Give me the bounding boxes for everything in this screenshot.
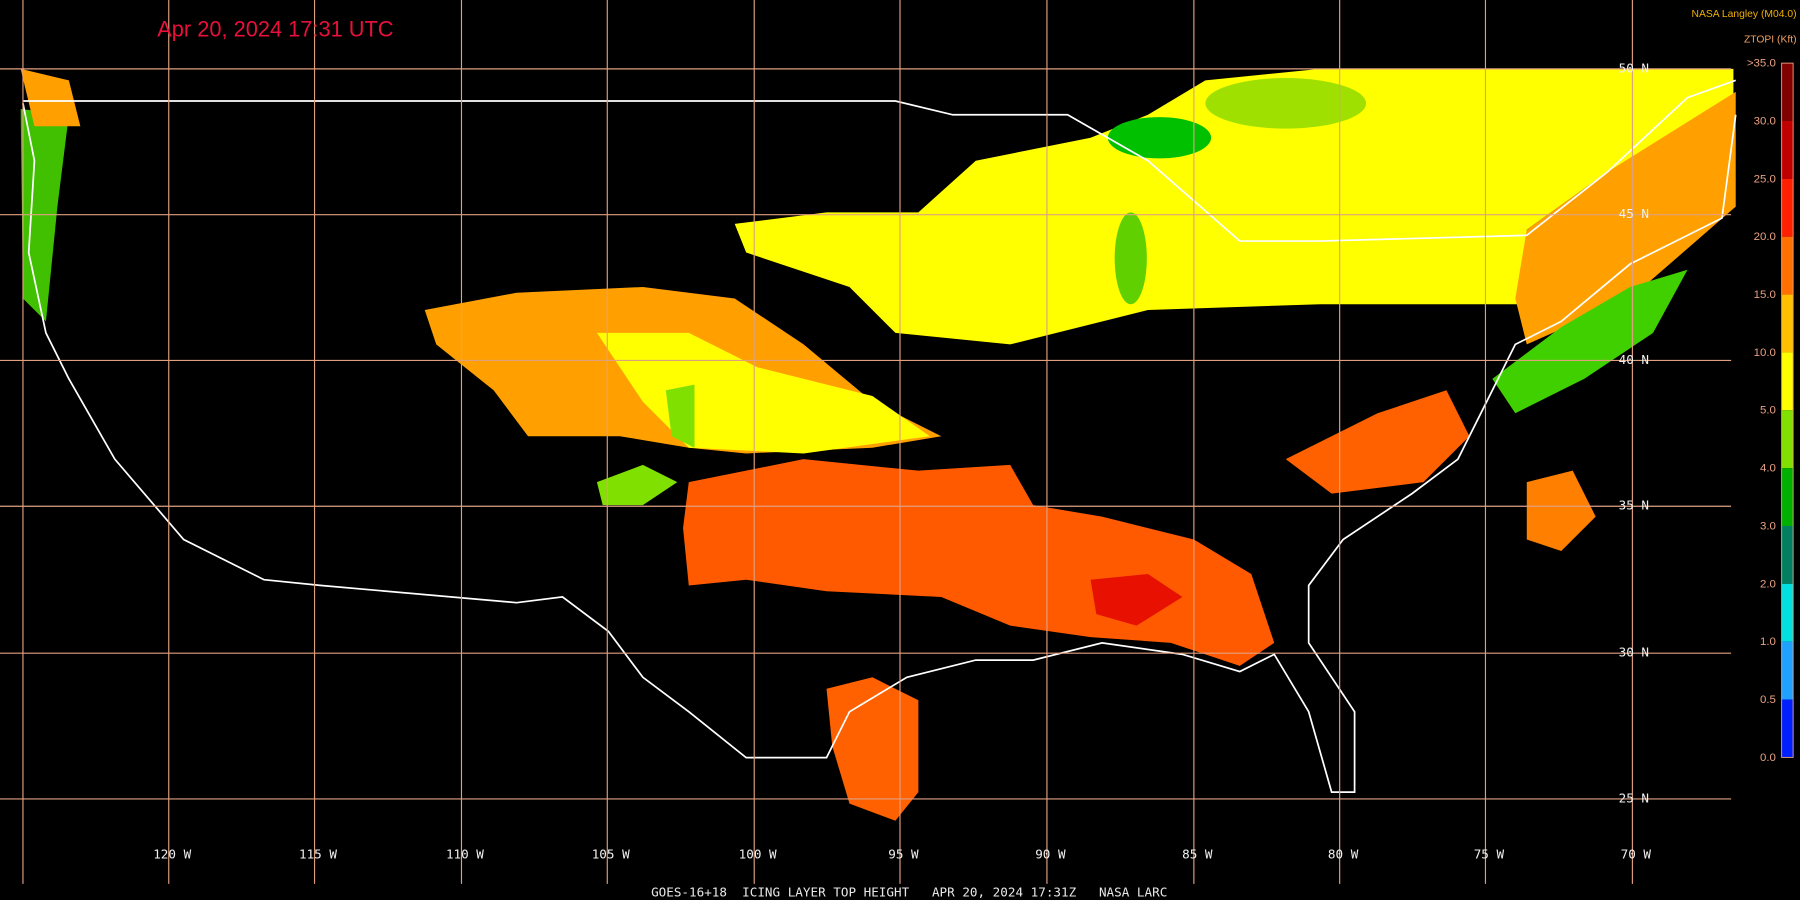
- longitude-label: 120 W: [153, 847, 191, 862]
- colorbar-label: 10.0: [1754, 347, 1776, 359]
- cloud-field: [1492, 269, 1688, 414]
- latitude-label: 25 N: [1619, 790, 1649, 805]
- coastline: [22, 79, 1737, 242]
- longitude-label: 95 W: [888, 847, 919, 862]
- colorbar: >35.0 30.0 25.0 20.0 15.0 10.0 5.0 4.0 3.0 2.0 1.0…: [1747, 58, 1794, 764]
- cloud-field: [1107, 117, 1212, 159]
- colorbar-label: 0.0: [1760, 752, 1776, 764]
- cloud-field: [596, 464, 678, 506]
- colorbar-label: >35.0: [1747, 58, 1776, 70]
- colorbar-segment: [1781, 236, 1794, 295]
- cloud-field: [1515, 91, 1736, 345]
- longitude-label: 110 W: [446, 847, 484, 862]
- colorbar-label: 5.0: [1760, 405, 1776, 417]
- colorbar-label: 30.0: [1754, 115, 1776, 127]
- cloud-field: [1114, 212, 1147, 305]
- cloud-field: [1285, 390, 1470, 494]
- graticule: 120 W 115 W 110 W 105 W 100 W 95 W 90 W 85 W 80 …: [0, 0, 1732, 884]
- colorbar-segment: [1781, 120, 1794, 179]
- cloud-field: [734, 68, 1734, 345]
- colorbar-segment: [1781, 410, 1794, 469]
- colorbar-segment: [1781, 641, 1794, 700]
- longitude-label: 90 W: [1035, 847, 1066, 862]
- longitude-label: 80 W: [1328, 847, 1359, 862]
- colorbar-segment: [1781, 294, 1794, 353]
- colorbar-label: 20.0: [1754, 231, 1776, 243]
- colorbar-segment: [1781, 583, 1794, 642]
- latitude-label: 30 N: [1619, 645, 1649, 660]
- latitude-label: 45 N: [1619, 206, 1649, 221]
- coastline: [22, 103, 1737, 793]
- longitude-label: 105 W: [592, 847, 630, 862]
- latitude-label: 50 N: [1619, 60, 1649, 75]
- colorbar-segment: [1781, 352, 1794, 411]
- colorbar-segment: [1781, 468, 1794, 526]
- colorbar-label: 2.0: [1760, 578, 1776, 590]
- footer: GOES-16+18 ICING LAYER TOP HEIGHT APR 20…: [651, 885, 1167, 900]
- cloud-field: [1090, 573, 1183, 626]
- colorbar-segment: [1781, 699, 1794, 758]
- latitude-label: 35 N: [1619, 498, 1649, 513]
- longitude-label: 85 W: [1182, 847, 1213, 862]
- latitude-label: 40 N: [1619, 352, 1649, 367]
- variable-name: ZTOPI (Kft): [1744, 34, 1797, 45]
- colorbar-label: 15.0: [1754, 289, 1776, 301]
- colorbar-segment: [1781, 178, 1794, 237]
- longitude-label: 70 W: [1621, 847, 1652, 862]
- colorbar-label: 4.0: [1760, 463, 1776, 475]
- colorbar-label: 25.0: [1754, 173, 1776, 185]
- colorbar-frame: [1781, 62, 1794, 758]
- timestamp: Apr 20, 2024 17:31 UTC: [157, 17, 393, 42]
- cloud-field: [1526, 470, 1596, 552]
- cloud-field: [20, 68, 81, 127]
- cloud-fields: [20, 68, 1736, 821]
- longitude-label: 100 W: [739, 847, 777, 862]
- colorbar-segment: [1781, 525, 1794, 584]
- colorbar-label: 0.5: [1760, 694, 1776, 706]
- credit: NASA Langley (M04.0): [1691, 9, 1796, 20]
- longitude-label: 75 W: [1474, 847, 1505, 862]
- longitude-label: 115 W: [299, 847, 337, 862]
- colorbar-segment: [1781, 63, 1794, 121]
- cloud-field: [665, 384, 695, 448]
- colorbar-label: 3.0: [1760, 520, 1776, 532]
- colorbar-label: 1.0: [1760, 636, 1776, 648]
- cloud-field: [1205, 78, 1367, 129]
